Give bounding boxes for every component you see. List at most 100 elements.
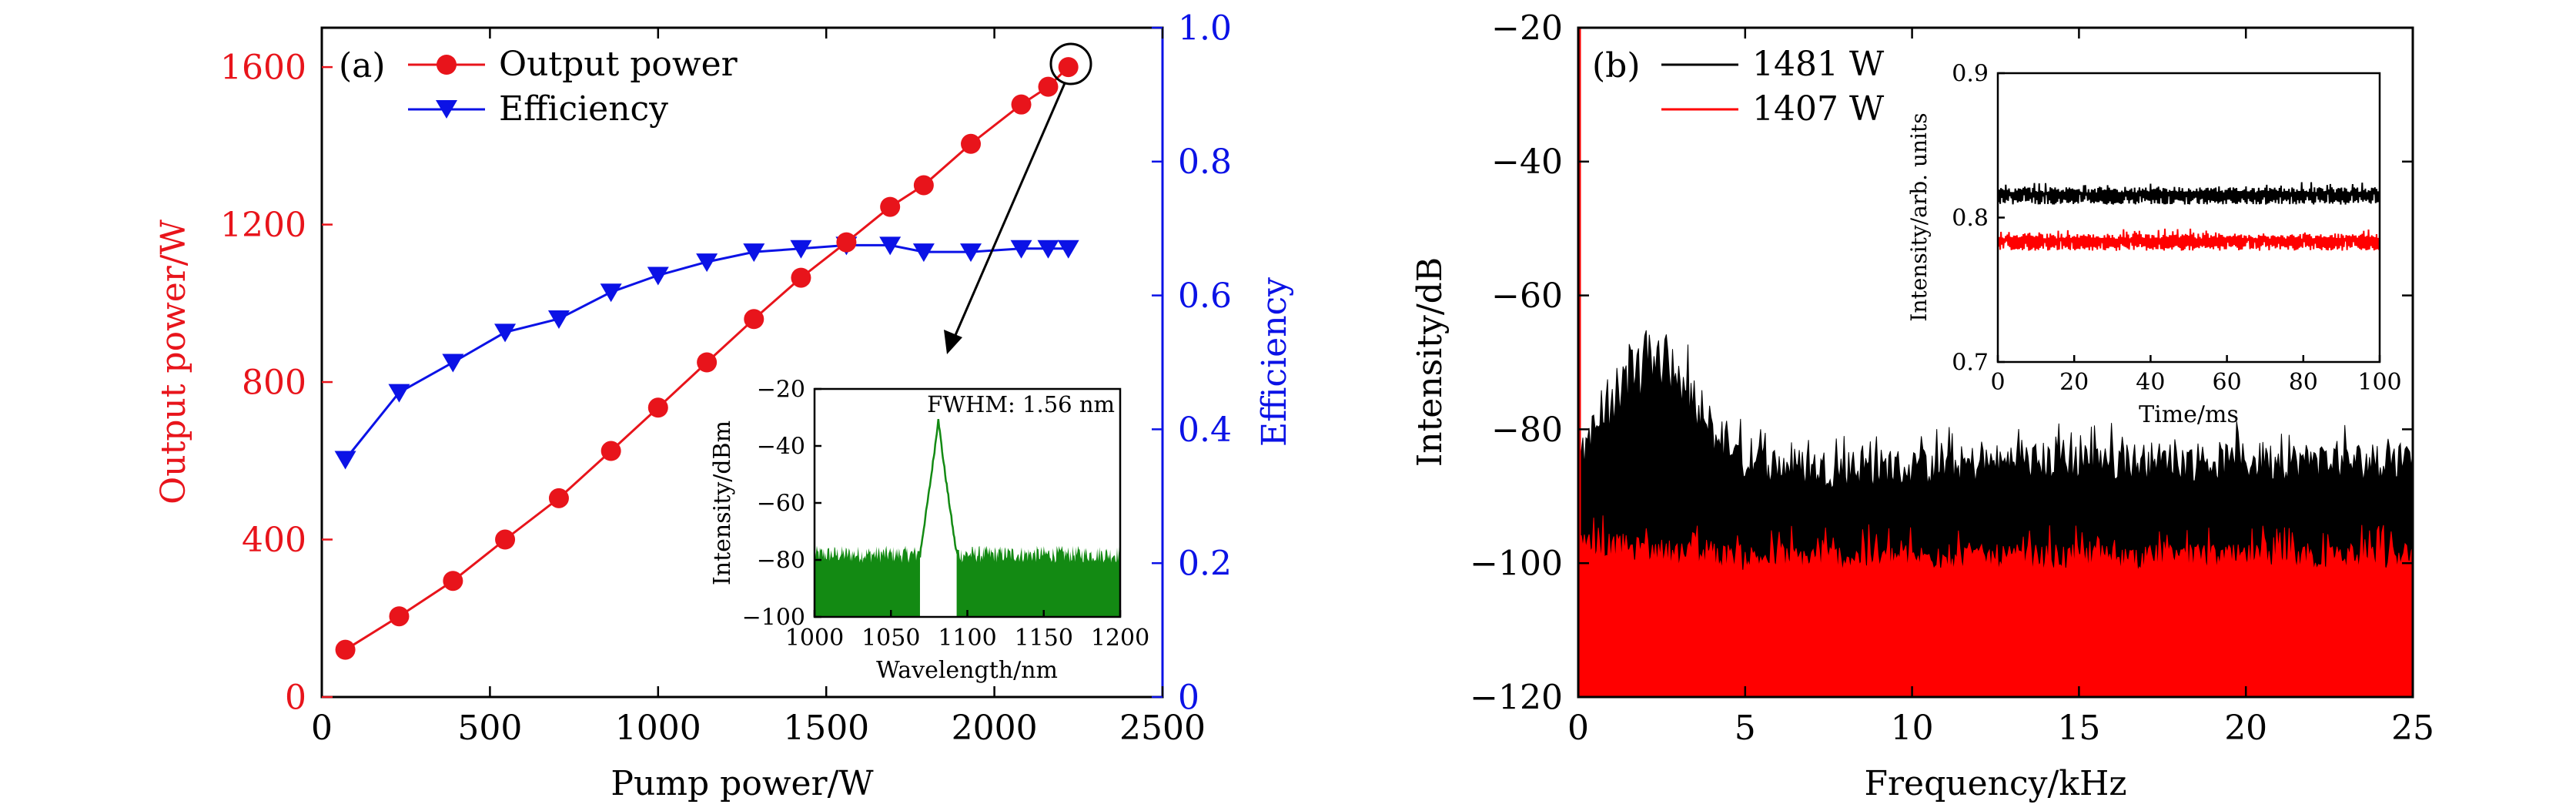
a-output-point	[389, 606, 410, 627]
a-output-point	[335, 639, 356, 660]
b-data-layer	[1577, 28, 2414, 698]
a-axes: 0 500 1000 1500 2000 250004008001200160000.20…	[220, 8, 1232, 748]
a-output-point	[647, 397, 668, 418]
a-right-y-tick-label: 0.8	[1178, 142, 1232, 182]
a-inset-x-tick-label: 1150	[1015, 625, 1073, 652]
b-y-tick-label: −60	[1491, 276, 1563, 316]
a-output-point	[443, 571, 463, 591]
a-efficiency-point	[1010, 240, 1032, 259]
b-inset-x-title: Time/ms	[2139, 401, 2239, 428]
a-callout-arrowhead	[944, 330, 962, 354]
a-efficiency-point	[879, 236, 902, 256]
a-inset-spectrum-peak	[916, 418, 959, 560]
a-output-point	[697, 352, 718, 373]
a-efficiency-point	[547, 310, 570, 330]
a-inset-x-tick-label: 1100	[938, 625, 996, 652]
a-efficiency-point	[388, 384, 410, 403]
b-inset-trace-1407	[1997, 228, 2380, 251]
a-output-point	[1011, 94, 1032, 115]
a-x-tick-label: 2500	[1119, 709, 1206, 748]
b-inset-x-tick-label: 100	[2357, 369, 2401, 396]
a-efficiency-point	[912, 243, 935, 263]
a-output-point	[913, 175, 934, 196]
b-y-tick-label: −80	[1491, 411, 1563, 450]
b-inset-y-tick-label: 0.8	[1952, 205, 1989, 232]
a-efficiency-point	[494, 323, 517, 343]
a-output-point	[1058, 57, 1079, 78]
b-plot-frame	[1577, 26, 2414, 699]
a-y-axis-title-right: Efficiency	[1255, 277, 1294, 447]
b-y-axis-title: Intensity/dB	[1410, 257, 1450, 467]
b-y-tick-label: −20	[1491, 8, 1563, 48]
a-efficiency-point	[790, 240, 812, 259]
a-output-point	[961, 133, 982, 154]
a-right-y-tick-label: 1.0	[1178, 8, 1232, 48]
a-inset-x-tick-label: 1050	[861, 625, 920, 652]
a-inset-x-tick-label: 1000	[785, 625, 844, 652]
a-legend: Output power Efficiency	[408, 45, 738, 129]
a-y-axis-title-left: Output power/W	[154, 219, 193, 504]
a-inset-y-tick-label: −80	[757, 548, 805, 575]
b-x-tick-label: 25	[2391, 709, 2434, 748]
a-panel-tag: (a)	[339, 46, 386, 85]
b-inset-x-tick-label: 0	[1990, 369, 2005, 396]
b-series-1407	[1577, 515, 2414, 698]
a-inset-spectrum-floor-left	[815, 545, 920, 617]
a-efficiency-point	[442, 354, 464, 373]
b-inset-x-tick-label: 60	[2213, 369, 2242, 396]
a-output-point	[1038, 76, 1059, 97]
b-inset-data-layer	[1997, 182, 2380, 251]
a-output-point	[601, 441, 621, 461]
b-inset-x-tick-label: 20	[2059, 369, 2089, 396]
a-x-tick-label: 2000	[952, 709, 1038, 748]
a-efficiency-point	[1037, 240, 1059, 259]
a-output-point	[548, 488, 569, 508]
b-inset-y-title: Intensity/arb. units	[1906, 112, 1932, 321]
a-efficiency-line	[344, 243, 1069, 461]
b-axes: 0 5 10 15 20 25 −120 −100 −80 −60 −40 −20	[1470, 8, 2434, 748]
b-x-tick-label: 10	[1891, 709, 1934, 748]
a-inset-x-title: Wavelength/nm	[876, 657, 1058, 684]
b-x-tick-label: 5	[1735, 709, 1756, 748]
a-right-y-tick-label: 0.6	[1178, 276, 1232, 316]
b-x-tick-label: 15	[2057, 709, 2100, 748]
b-legend: 1481 W 1407 W	[1661, 45, 1885, 129]
panel-b: 0 5 10 15 20 25 −120 −100 −80 −60 −40 −20 (b) 1481 …	[1410, 8, 2434, 803]
a-callout-arrow	[952, 82, 1066, 341]
b-inset-axes: 0 20 40 60 80 100 0.7 0.8 0.9	[1952, 61, 2401, 397]
a-efficiency-point	[600, 283, 622, 303]
a-efficiency-point	[743, 243, 765, 263]
a-legend-label-output: Output power	[499, 45, 738, 84]
a-efficiency-point	[1057, 240, 1079, 259]
b-panel-tag: (b)	[1592, 46, 1641, 85]
a-legend-label-efficiency: Efficiency	[499, 89, 668, 129]
b-x-axis-title: Frequency/kHz	[1864, 764, 2126, 803]
a-x-tick-label: 1500	[783, 709, 869, 748]
b-legend-label-1481: 1481 W	[1752, 45, 1885, 84]
a-right-y-tick-label: 0	[1178, 678, 1199, 717]
a-legend-marker-output	[437, 55, 457, 75]
a-x-tick-label: 500	[457, 709, 522, 748]
b-y-tick-label: −100	[1470, 545, 1563, 584]
a-data-layer	[334, 57, 1079, 660]
b-x-tick-label: 20	[2224, 709, 2267, 748]
b-y-tick-label: −120	[1470, 678, 1563, 717]
a-efficiency-point	[647, 266, 669, 286]
a-legend-marker-efficiency	[436, 100, 457, 119]
a-left-y-tick-label: 1200	[220, 206, 306, 245]
a-output-point	[744, 309, 764, 330]
b-inset-x-tick-label: 40	[2136, 369, 2165, 396]
a-output-point	[880, 196, 901, 217]
a-x-axis-title: Pump power/W	[611, 764, 874, 803]
a-left-y-tick-label: 400	[242, 521, 306, 560]
a-left-y-tick-label: 0	[285, 678, 306, 717]
a-output-point	[495, 529, 516, 550]
a-inset-data-layer	[815, 418, 1120, 617]
a-output-point	[836, 232, 857, 253]
b-legend-label-1407: 1407 W	[1752, 89, 1885, 129]
a-inset-x-tick-label: 1200	[1091, 625, 1149, 652]
a-output-point	[791, 267, 811, 288]
b-inset-trace-1481	[1997, 182, 2380, 205]
panel-a: 0 500 1000 1500 2000 250004008001200160000.20…	[154, 8, 1294, 803]
